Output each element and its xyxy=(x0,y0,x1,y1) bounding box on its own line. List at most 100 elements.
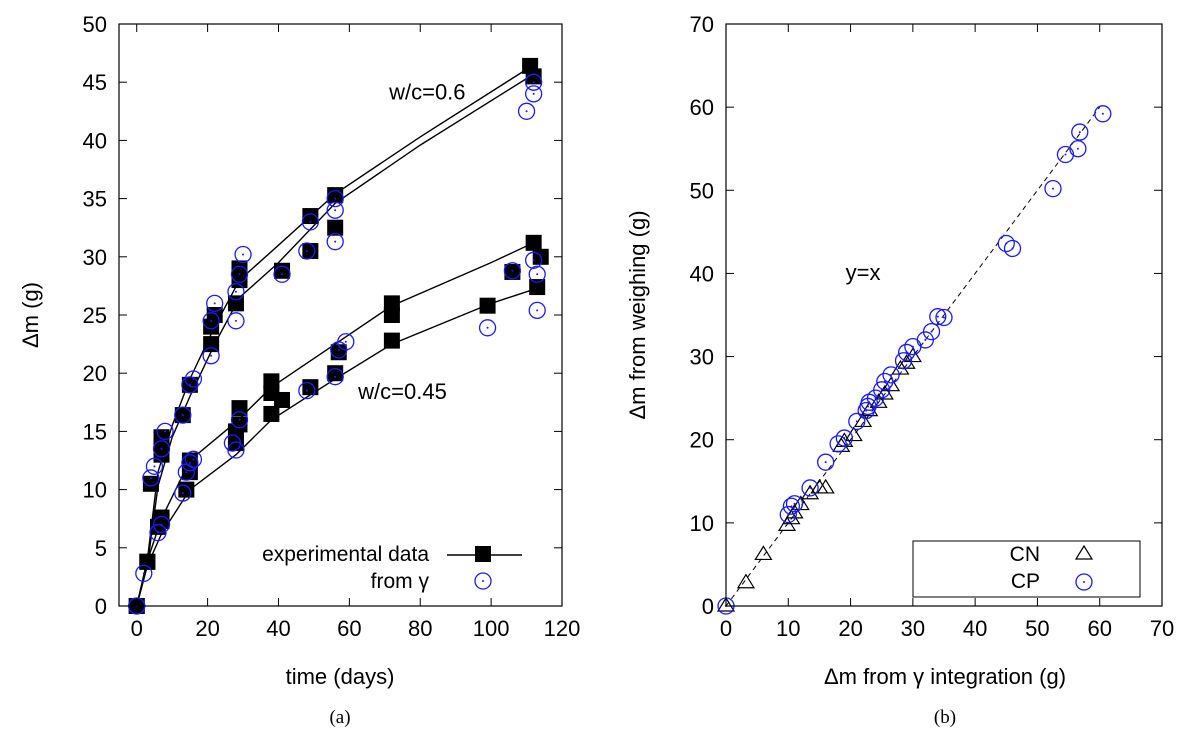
data-point-circle xyxy=(1056,145,1075,164)
legend: experimental data from γ xyxy=(262,543,522,593)
data-point-square xyxy=(178,481,195,498)
data-point-circle xyxy=(1003,239,1022,258)
data-point-dot xyxy=(210,354,213,357)
y-tick-label: 45 xyxy=(83,70,107,95)
data-marks xyxy=(128,57,549,615)
x-axis-label: Δm from γ integration (g) xyxy=(824,664,1066,689)
data-point-dot xyxy=(153,465,156,468)
data-point-dot xyxy=(843,437,846,440)
data-point-circle xyxy=(1071,123,1089,141)
data-point-dot xyxy=(924,338,927,341)
data-point-square xyxy=(142,475,159,492)
data-point-circle xyxy=(142,469,160,487)
y-tick-label: 60 xyxy=(690,95,714,120)
fit-line xyxy=(136,75,531,607)
y-axis-ticks: 0 10 20 30 40 50 60 70 xyxy=(690,12,1162,619)
data-point-circle xyxy=(152,440,171,458)
x-tick-label: 20 xyxy=(195,616,219,641)
data-point-circle xyxy=(206,294,224,313)
data-point-square xyxy=(302,208,319,225)
data-point-circle xyxy=(517,102,536,120)
x-tick-label: 100 xyxy=(473,616,510,641)
x-axis-label: time (days) xyxy=(286,664,395,689)
data-point-dot xyxy=(532,81,535,84)
data-point-dot xyxy=(164,430,167,433)
data-point-dot xyxy=(532,92,535,95)
caption-b: (b) xyxy=(934,707,956,728)
y-axis-ticks: 0 5 10 15 20 25 30 35 40 45 50 xyxy=(83,12,562,619)
data-point-dot xyxy=(874,397,877,400)
data-point-dot xyxy=(238,273,241,276)
data-point-circle xyxy=(326,201,344,219)
data-point-dot xyxy=(281,273,284,276)
y-tick-label: 15 xyxy=(83,419,107,444)
data-point-circle xyxy=(202,312,220,330)
data-point-circle xyxy=(301,213,320,231)
data-point-dot xyxy=(337,348,340,351)
data-point-circle xyxy=(149,524,167,542)
data-point-dot xyxy=(532,259,535,262)
data-point-circle xyxy=(326,368,344,386)
legend-marker-filled-square xyxy=(475,546,491,562)
data-point-dot xyxy=(1076,147,1079,150)
data-point-square xyxy=(525,234,542,251)
data-point-dot xyxy=(344,340,347,343)
y-tick-label: 5 xyxy=(95,536,107,561)
data-point-square xyxy=(153,509,170,526)
data-point-circle xyxy=(524,73,543,91)
x-tick-label: 40 xyxy=(266,616,290,641)
data-point-circle xyxy=(894,352,913,370)
data-point-dot xyxy=(334,197,337,200)
annotation-label: w/c=0.6 xyxy=(388,80,465,105)
y-tick-label: 30 xyxy=(690,345,714,370)
legend-label-cp: CP xyxy=(1011,570,1040,593)
data-point-circle xyxy=(785,495,804,513)
data-point-dot xyxy=(188,461,191,464)
data-point-dot xyxy=(242,253,245,256)
y-tick-label: 25 xyxy=(83,303,107,328)
data-point-dot xyxy=(181,492,184,495)
data-point-circle xyxy=(528,265,546,283)
data-point-square xyxy=(327,219,344,236)
data-point-square xyxy=(302,242,319,259)
y-tick-label: 30 xyxy=(83,245,107,270)
data-point-triangle xyxy=(844,426,863,442)
data-point-dot xyxy=(943,316,945,319)
data-point-circle xyxy=(184,450,203,468)
data-marks xyxy=(716,105,1112,615)
annotations: y=x xyxy=(846,260,881,285)
data-point-circle xyxy=(227,441,245,459)
data-point-circle xyxy=(524,85,543,103)
data-point-circle xyxy=(997,234,1015,253)
data-point-circle xyxy=(174,406,192,424)
data-point-circle xyxy=(135,564,153,583)
data-point-circle xyxy=(230,265,249,283)
data-point-circle xyxy=(145,457,164,475)
plot-frame xyxy=(725,23,1163,607)
fit-line xyxy=(136,288,534,607)
legend-box xyxy=(912,540,1141,598)
data-point-circle xyxy=(298,242,316,260)
data-point-dot xyxy=(309,220,312,223)
x-tick-label: 120 xyxy=(544,616,581,641)
annotation-label: y=x xyxy=(846,260,881,285)
y-tick-label: 20 xyxy=(690,428,714,453)
data-point-circle xyxy=(835,429,853,447)
data-point-dot xyxy=(855,420,858,423)
x-axis-ticks: 0 20 40 60 80 100 120 xyxy=(131,24,581,641)
legend-marker-dot xyxy=(482,580,484,582)
data-point-dot xyxy=(192,458,195,461)
data-point-square xyxy=(231,416,248,433)
annotation-label: w/c=0.45 xyxy=(357,379,447,404)
data-point-dot xyxy=(160,447,163,450)
x-tick-label: 70 xyxy=(1150,616,1174,641)
data-point-circle xyxy=(174,484,192,502)
data-point-dot xyxy=(890,373,893,376)
data-point-circle xyxy=(1094,105,1112,123)
legend-label-from-gamma: from γ xyxy=(371,570,430,593)
annotations: w/c=0.6 w/c=0.45 xyxy=(357,80,465,404)
data-point-dot xyxy=(1011,247,1014,250)
data-point-circle xyxy=(873,381,891,399)
data-point-triangle xyxy=(881,376,901,392)
data-point-square xyxy=(383,295,400,312)
